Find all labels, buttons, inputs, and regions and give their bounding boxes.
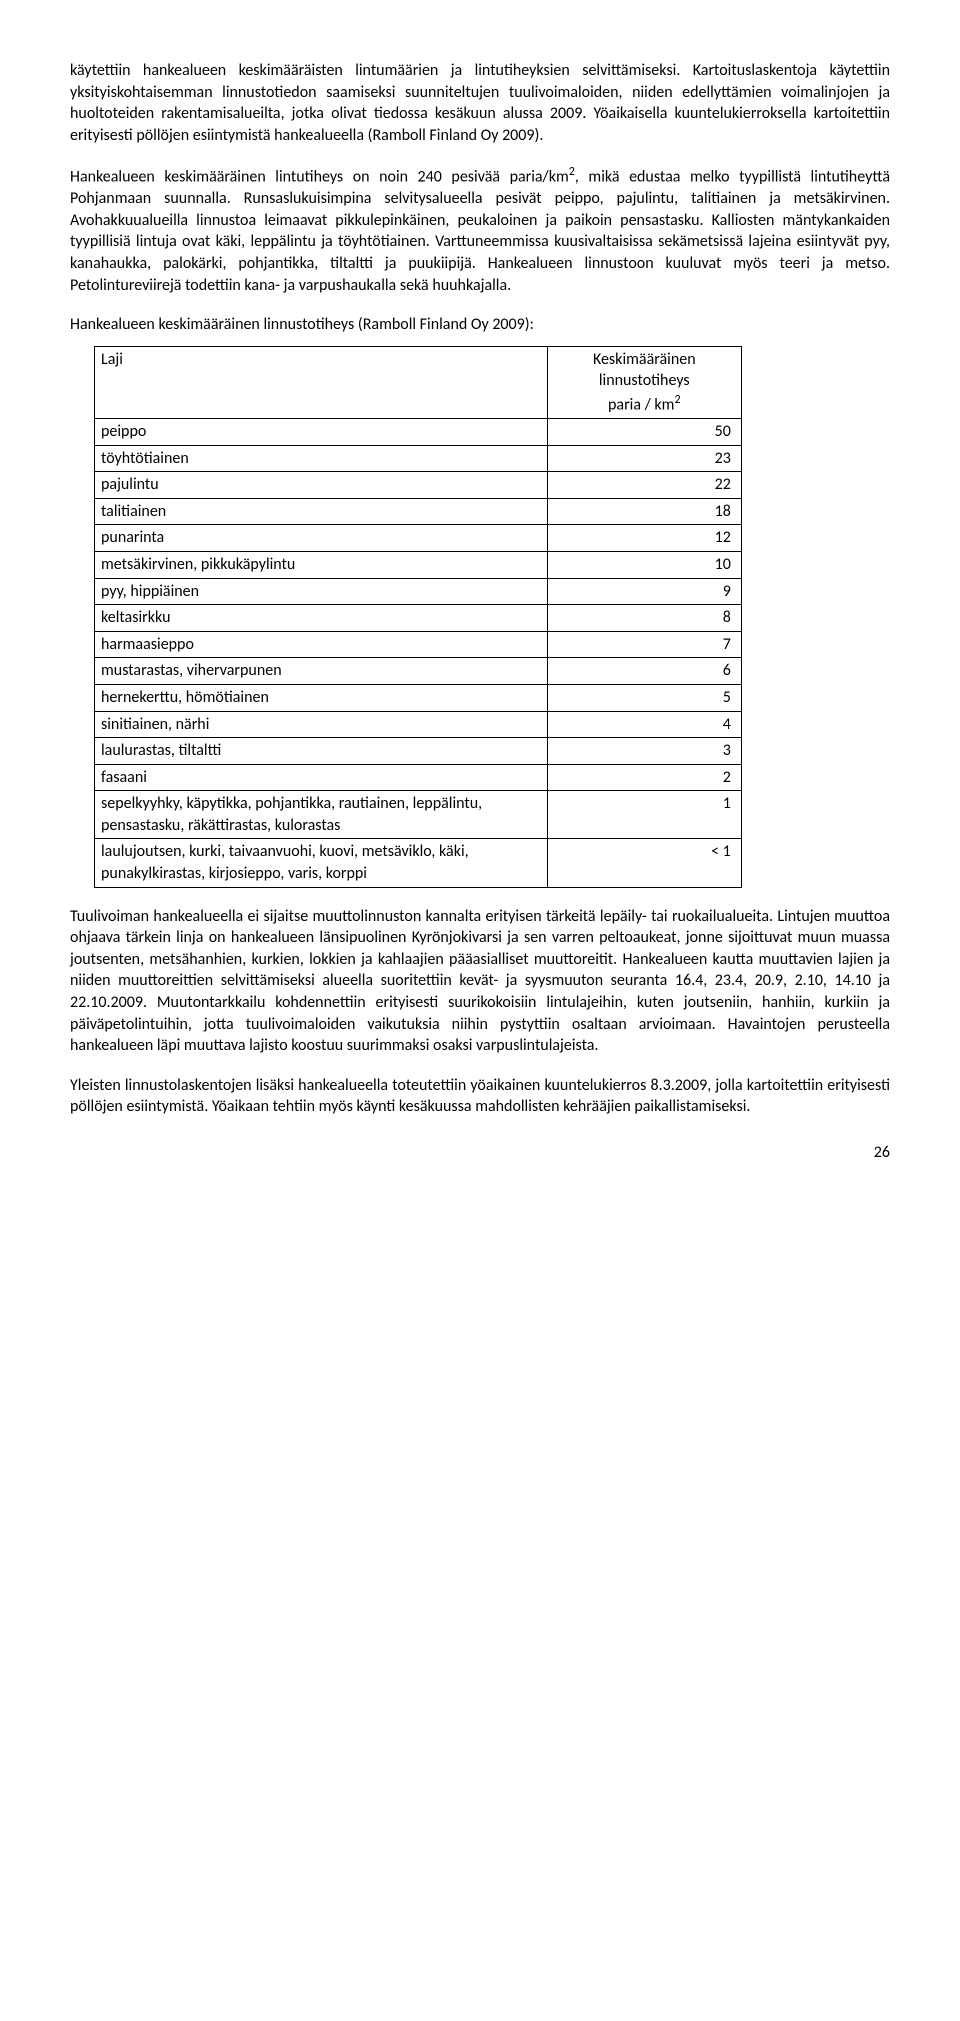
value-cell: 8 [547, 605, 741, 632]
table-row: punarinta12 [95, 525, 742, 552]
species-cell: töyhtötiainen [95, 445, 548, 472]
species-cell: laulurastas, tiltaltti [95, 738, 548, 765]
value-cell: 6 [547, 658, 741, 685]
value-cell: 3 [547, 738, 741, 765]
table-row: sinitiainen, närhi4 [95, 711, 742, 738]
table-row: pajulintu22 [95, 472, 742, 499]
value-cell: 9 [547, 578, 741, 605]
p2-part-a: Hankealueen keskimääräinen lintutiheys o… [70, 168, 569, 187]
table-row: laulujoutsen, kurki, taivaanvuohi, kuovi… [95, 839, 742, 887]
species-cell: harmaasieppo [95, 631, 548, 658]
table-row: fasaani2 [95, 764, 742, 791]
table-row: pyy, hippiäinen9 [95, 578, 742, 605]
species-cell: hernekerttu, hömötiainen [95, 684, 548, 711]
value-cell: 22 [547, 472, 741, 499]
species-cell: sepelkyyhky, käpytikka, pohjantikka, rau… [95, 791, 548, 839]
table-header-row: Laji Keskimääräinen linnustotiheys paria… [95, 346, 742, 418]
table-row: hernekerttu, hömötiainen5 [95, 684, 742, 711]
value-cell: 7 [547, 631, 741, 658]
paragraph-3: Tuulivoiman hankealueella ei sijaitse mu… [70, 906, 890, 1057]
species-cell: sinitiainen, närhi [95, 711, 548, 738]
paragraph-2: Hankealueen keskimääräinen lintutiheys o… [70, 164, 890, 296]
paragraph-1: käytettiin hankealueen keskimääräisten l… [70, 60, 890, 146]
species-cell: punarinta [95, 525, 548, 552]
value-cell: 10 [547, 551, 741, 578]
table-row: mustarastas, vihervarpunen6 [95, 658, 742, 685]
value-cell: 50 [547, 418, 741, 445]
species-cell: pajulintu [95, 472, 548, 499]
value-cell: 18 [547, 498, 741, 525]
species-cell: metsäkirvinen, pikkukäpylintu [95, 551, 548, 578]
species-cell: keltasirkku [95, 605, 548, 632]
species-cell: pyy, hippiäinen [95, 578, 548, 605]
table-row: talitiainen18 [95, 498, 742, 525]
table-row: laulurastas, tiltaltti3 [95, 738, 742, 765]
table-row: peippo50 [95, 418, 742, 445]
value-cell: 12 [547, 525, 741, 552]
species-cell: talitiainen [95, 498, 548, 525]
table-row: töyhtötiainen23 [95, 445, 742, 472]
page-number: 26 [70, 1142, 890, 1164]
value-cell: 1 [547, 791, 741, 839]
header-species: Laji [95, 346, 548, 418]
header-density: Keskimääräinen linnustotiheys paria / km… [547, 346, 741, 418]
paragraph-4: Yleisten linnustolaskentojen lisäksi han… [70, 1075, 890, 1118]
value-cell: < 1 [547, 839, 741, 887]
table-row: metsäkirvinen, pikkukäpylintu10 [95, 551, 742, 578]
species-cell: laulujoutsen, kurki, taivaanvuohi, kuovi… [95, 839, 548, 887]
table-row: keltasirkku8 [95, 605, 742, 632]
table-row: sepelkyyhky, käpytikka, pohjantikka, rau… [95, 791, 742, 839]
species-cell: peippo [95, 418, 548, 445]
table-row: harmaasieppo7 [95, 631, 742, 658]
value-cell: 2 [547, 764, 741, 791]
value-cell: 4 [547, 711, 741, 738]
value-cell: 23 [547, 445, 741, 472]
bird-density-table: Laji Keskimääräinen linnustotiheys paria… [94, 346, 742, 888]
species-cell: mustarastas, vihervarpunen [95, 658, 548, 685]
species-cell: fasaani [95, 764, 548, 791]
value-cell: 5 [547, 684, 741, 711]
table-heading: Hankealueen keskimääräinen linnustotihey… [70, 314, 890, 336]
